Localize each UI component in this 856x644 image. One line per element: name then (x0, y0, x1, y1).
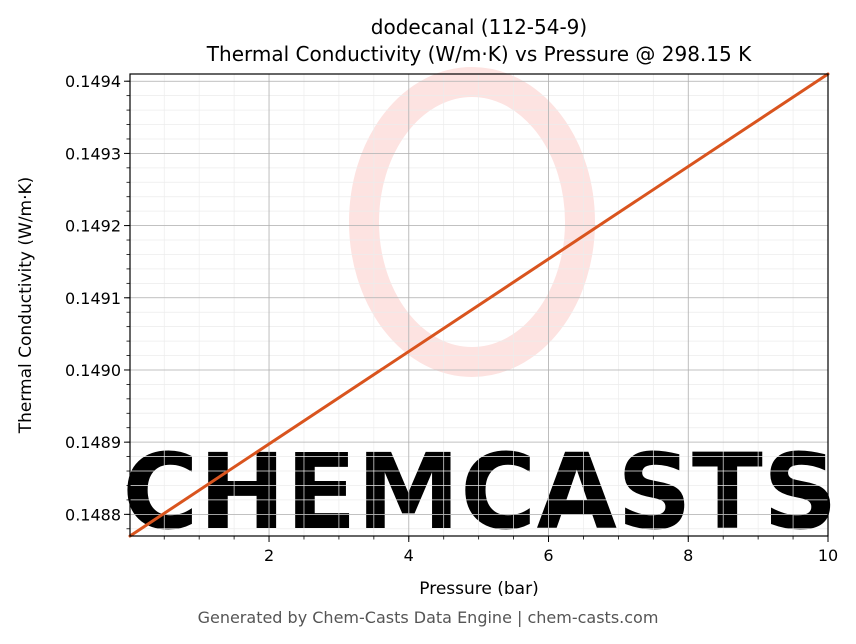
x-tick-label: 6 (543, 546, 553, 565)
chart-title-line1: dodecanal (112-54-9) (371, 15, 587, 39)
footer-credit: Generated by Chem-Casts Data Engine | ch… (197, 608, 659, 627)
y-tick-label: 0.1494 (65, 72, 121, 91)
chart-title-line2: Thermal Conductivity (W/m·K) vs Pressure… (206, 42, 752, 66)
x-tick-label: 10 (818, 546, 838, 565)
y-tick-label: 0.1490 (65, 361, 121, 380)
watermark: CHEMCASTS (122, 67, 838, 553)
y-tick-label: 0.1488 (65, 505, 121, 524)
y-axis-label: Thermal Conductivity (W/m·K) (16, 177, 36, 435)
series-layer (128, 72, 830, 538)
tick-layer: 2 4 6 8 10 0.1488 0.1489 0.1490 0.1491 0.1492 0.14… (65, 72, 838, 565)
y-tick-label: 0.1492 (65, 217, 121, 236)
x-tick-label: 2 (264, 546, 274, 565)
x-axis-label: Pressure (bar) (419, 579, 538, 599)
watermark-text: CHEMCASTS (122, 431, 837, 553)
y-tick-label: 0.1489 (65, 433, 121, 452)
series-line (128, 72, 830, 538)
x-tick-label: 4 (404, 546, 414, 565)
y-tick-label: 0.1493 (65, 144, 121, 163)
x-tick-label: 8 (683, 546, 693, 565)
y-tick-label: 0.1491 (65, 289, 121, 308)
watermark-ring (349, 67, 595, 377)
